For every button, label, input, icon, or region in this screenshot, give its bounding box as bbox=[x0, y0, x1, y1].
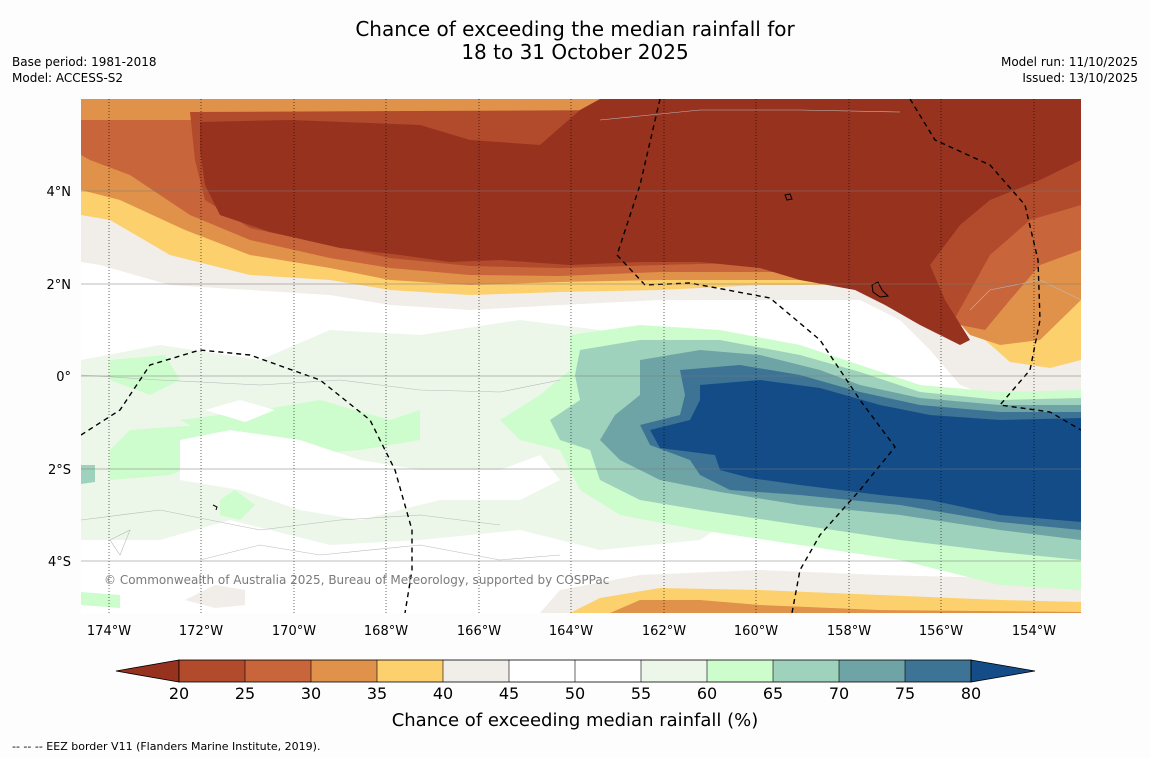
copyright-notice: © Commonwealth of Australia 2025, Bureau… bbox=[104, 573, 609, 587]
lon-label: 158°W bbox=[827, 624, 871, 639]
colorbar-segment bbox=[311, 660, 377, 682]
colorbar-segment bbox=[509, 660, 575, 682]
colorbar-ticks: 20 25 30 35 40 45 50 55 60 65 70 75 80 bbox=[169, 684, 981, 703]
colorbar-tick-label: 80 bbox=[961, 684, 981, 703]
lat-label: 4°N bbox=[47, 185, 72, 200]
band-70-75-west bbox=[81, 465, 95, 484]
lat-label: 2°S bbox=[48, 463, 71, 478]
colorbar-low-extension bbox=[115, 659, 180, 683]
colorbar-tick-label: 65 bbox=[763, 684, 783, 703]
band-white-hole-2 bbox=[205, 400, 275, 422]
longitude-axis: 174°W 172°W 170°W 168°W 166°W 164°W 162°… bbox=[87, 624, 1056, 639]
colorbar-segment bbox=[377, 660, 443, 682]
lon-label: 168°W bbox=[364, 624, 408, 639]
coastlines bbox=[212, 193, 890, 511]
colorbar-high-extension bbox=[970, 659, 1036, 683]
issued-date: Issued: 13/10/2025 bbox=[1022, 71, 1138, 85]
colorbar-tick-label: 45 bbox=[499, 684, 519, 703]
lat-label: 0° bbox=[56, 370, 71, 385]
colorbar-segment bbox=[245, 660, 311, 682]
band-60-65-west-1 bbox=[110, 355, 180, 395]
colorbar-tick-label: 35 bbox=[367, 684, 387, 703]
lat-label: 2°N bbox=[47, 278, 72, 293]
colorbar-dividers bbox=[244, 660, 906, 682]
band-south-west-40-45 bbox=[185, 585, 245, 608]
meta-left: Base period: 1981-2018 Model: ACCESS-S2 bbox=[12, 54, 157, 86]
colorbar-segment bbox=[641, 660, 707, 682]
colorbar-tick-label: 60 bbox=[697, 684, 717, 703]
band-above-80-east bbox=[650, 380, 1081, 522]
colorbar-segment bbox=[443, 660, 509, 682]
colorbar: 20 25 30 35 40 45 50 55 60 65 70 75 80 C… bbox=[115, 659, 1036, 731]
lon-label: 156°W bbox=[919, 624, 963, 639]
model-run: Model run: 11/10/2025 bbox=[1000, 55, 1138, 69]
colorbar-segment bbox=[905, 660, 971, 682]
eez-legend-note: -- -- -- EEZ border V11 (Flanders Marine… bbox=[12, 740, 321, 753]
lon-label: 160°W bbox=[734, 624, 778, 639]
model-name: Model: ACCESS-S2 bbox=[12, 71, 124, 85]
lon-label: 170°W bbox=[272, 624, 316, 639]
colorbar-tick-label: 70 bbox=[829, 684, 849, 703]
lon-label: 154°W bbox=[1012, 624, 1056, 639]
eez-borders bbox=[81, 99, 1081, 613]
colorbar-title: Chance of exceeding median rainfall (%) bbox=[392, 710, 759, 731]
colorbar-segment bbox=[707, 660, 773, 682]
lon-label: 166°W bbox=[457, 624, 501, 639]
latitude-axis: 4°N 2°N 0° 2°S 4°S bbox=[47, 185, 72, 570]
map-title: Chance of exceeding the median rainfall … bbox=[0, 18, 1150, 64]
band-south-30-35 bbox=[610, 600, 1081, 613]
colorbar-tick-label: 25 bbox=[235, 684, 255, 703]
title-line-1: Chance of exceeding the median rainfall … bbox=[355, 17, 795, 41]
lat-label: 4°S bbox=[48, 555, 71, 570]
meta-right: Model run: 11/10/2025 Issued: 13/10/2025 bbox=[1001, 54, 1138, 86]
band-60-65-west-5 bbox=[81, 592, 120, 608]
colorbar-tick-label: 75 bbox=[895, 684, 915, 703]
colorbar-segment bbox=[773, 660, 839, 682]
band-60-65-west-4 bbox=[220, 490, 255, 520]
rainfall-contour-map bbox=[81, 99, 1081, 613]
colorbar-tick-label: 50 bbox=[565, 684, 585, 703]
lon-label: 172°W bbox=[179, 624, 223, 639]
title-line-2: 18 to 31 October 2025 bbox=[461, 40, 689, 64]
lon-label: 162°W bbox=[642, 624, 686, 639]
colorbar-tick-label: 20 bbox=[169, 684, 189, 703]
latitude-gridlines bbox=[81, 190, 1081, 562]
colorbar-segment bbox=[575, 660, 641, 682]
colorbar-tick-label: 55 bbox=[631, 684, 651, 703]
lon-label: 164°W bbox=[549, 624, 593, 639]
colorbar-segment bbox=[179, 660, 245, 682]
colorbar-tick-label: 30 bbox=[301, 684, 321, 703]
base-period: Base period: 1981-2018 bbox=[12, 55, 157, 69]
colorbar-segment bbox=[839, 660, 905, 682]
contour-lines bbox=[81, 109, 1081, 561]
lon-label: 174°W bbox=[87, 624, 131, 639]
band-below-20 bbox=[200, 99, 1081, 345]
colorbar-tick-label: 40 bbox=[433, 684, 453, 703]
band-white-holes-west bbox=[180, 430, 560, 520]
